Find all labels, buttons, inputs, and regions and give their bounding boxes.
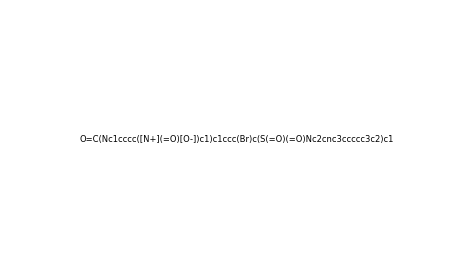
Text: O=C(Nc1cccc([N+](=O)[O-])c1)c1ccc(Br)c(S(=O)(=O)Nc2cnc3ccccc3c2)c1: O=C(Nc1cccc([N+](=O)[O-])c1)c1ccc(Br)c(S…: [79, 135, 393, 144]
